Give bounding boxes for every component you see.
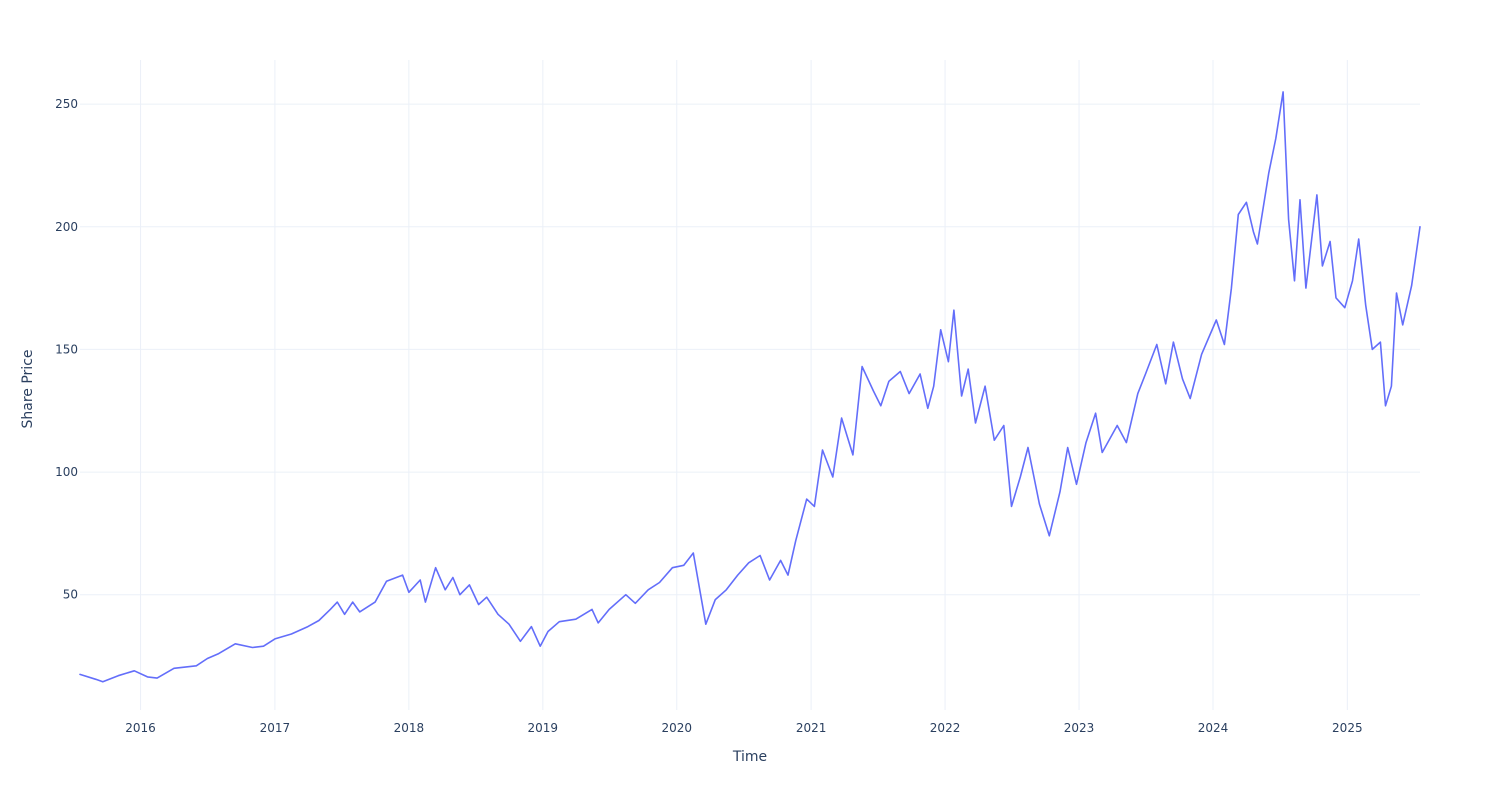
plot-background: [80, 60, 1420, 710]
y-tick-label: 200: [55, 220, 78, 234]
y-tick-labels: 50 100 150 200 250: [55, 97, 78, 602]
x-tick-label: 2020: [662, 721, 693, 735]
x-tick-label: 2024: [1198, 721, 1229, 735]
x-tick-label: 2017: [260, 721, 291, 735]
x-axis-title: Time: [732, 749, 767, 765]
series-line: [79, 91, 1421, 683]
y-tick-label: 250: [55, 97, 78, 111]
x-tick-labels: 2016 2017 2018 2019 2020 2021 2022 2023 2024 2025: [125, 721, 1362, 735]
x-tick-label: 2018: [394, 721, 425, 735]
x-tick-label: 2023: [1064, 721, 1095, 735]
y-gridlines: [80, 103, 1420, 596]
y-tick-label: 100: [55, 465, 78, 479]
series-layer: [79, 91, 1421, 683]
y-tick-label: 150: [55, 342, 78, 356]
x-tick-label: 2019: [528, 721, 559, 735]
x-tick-label: 2021: [796, 721, 827, 735]
x-tick-label: 2022: [930, 721, 961, 735]
x-gridlines: [140, 60, 1348, 710]
y-tick-label: 50: [63, 588, 78, 602]
x-tick-label: 2025: [1332, 721, 1363, 735]
y-axis-title: Share Price: [20, 349, 36, 428]
x-tick-label: 2016: [125, 721, 156, 735]
